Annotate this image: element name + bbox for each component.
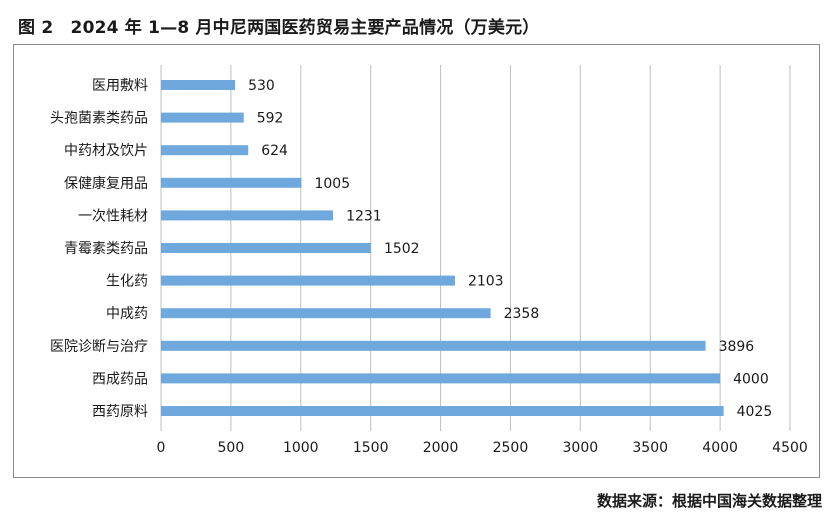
category-label: 保健康复用品 [64, 175, 148, 192]
x-tick-label: 1500 [353, 440, 389, 456]
bar [161, 243, 371, 253]
category-label: 青霉素类药品 [64, 241, 148, 257]
category-label: 中药材及饮片 [64, 143, 148, 159]
category-label: 医用敷料 [92, 78, 148, 94]
bars [161, 80, 724, 416]
bar [161, 275, 455, 286]
data-label: 1502 [384, 241, 420, 257]
bar [161, 177, 302, 188]
category-labels: 医用敷料头孢菌素类药品中药材及饮片保健康复用品一次性耗材青霉素类药品生化药中成药… [50, 78, 148, 420]
bar-chart: 医用敷料头孢菌素类药品中药材及饮片保健康复用品一次性耗材青霉素类药品生化药中成药… [50, 65, 808, 456]
data-label: 592 [257, 111, 284, 127]
category-label: 中成药 [106, 306, 148, 322]
x-tick-label: 2500 [493, 440, 529, 456]
category-label: 头孢菌素类药品 [50, 111, 148, 127]
category-label: 一次性耗材 [78, 208, 148, 224]
data-label: 1005 [314, 176, 350, 192]
x-tick-label: 500 [218, 440, 245, 456]
bar [161, 308, 491, 319]
x-tick-label: 3500 [632, 440, 668, 456]
bar [161, 210, 334, 221]
data-label: 2358 [504, 306, 540, 322]
x-tick-label: 4500 [772, 440, 808, 456]
category-label: 西成药品 [92, 371, 148, 387]
data-label: 3896 [719, 339, 755, 355]
source-note: 数据来源：根据中国海关数据整理 [596, 492, 822, 510]
chart-frame: 医用敷料头孢菌素类药品中药材及饮片 保健康复用品一次性耗材青霉素类药品生化药中成药… [13, 44, 820, 478]
bar [161, 112, 244, 123]
data-label: 1231 [346, 208, 382, 224]
x-tick-label: 0 [157, 440, 166, 456]
bar [161, 373, 721, 384]
x-axis-tick-labels: 0 500 1000 1500 2000 2500 3000 3500 4000 4500 [157, 440, 808, 456]
category-label: 生化药 [106, 274, 148, 290]
data-label: 4025 [737, 404, 773, 420]
bar [161, 340, 706, 351]
data-label: 4000 [733, 371, 769, 387]
category-label: 医院诊断与治疗 [50, 339, 148, 355]
figure-title: 图 2 2024 年 1—8 月中尼两国医药贸易主要产品情况（万美元） [18, 18, 540, 38]
category-label: 西药原料 [92, 404, 148, 420]
data-label: 530 [248, 78, 275, 94]
x-tick-label: 3000 [563, 440, 599, 456]
bar [161, 406, 724, 416]
x-tick-label: 4000 [702, 440, 738, 456]
x-tick-label: 1000 [283, 440, 319, 456]
bar [161, 80, 236, 90]
bar [161, 145, 249, 156]
data-label: 2103 [468, 274, 504, 290]
x-tick-label: 2000 [423, 440, 459, 456]
gridlines [160, 65, 791, 431]
data-label: 624 [261, 143, 288, 159]
